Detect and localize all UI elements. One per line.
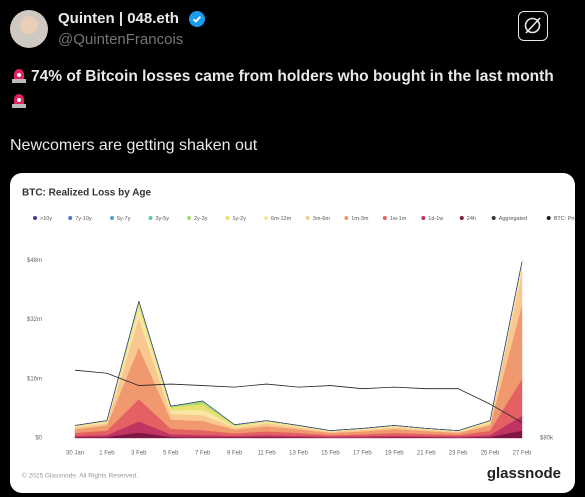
x-tick-label: 5 Feb — [163, 451, 179, 457]
price-line — [74, 369, 523, 423]
legend-label: 3y-5y — [156, 216, 170, 222]
legend-label: 2y-3y — [194, 216, 208, 222]
legend-label: 3m-6m — [313, 216, 331, 222]
x-tick-label: 21 Feb — [417, 451, 436, 457]
legend-swatch — [264, 216, 268, 220]
legend-swatch — [110, 216, 114, 220]
x-tick-label: 1 Feb — [99, 451, 115, 457]
card-background — [10, 173, 575, 493]
author-handle[interactable]: @QuintenFrancois — [58, 31, 184, 48]
legend-swatch — [33, 216, 37, 220]
siren-emoji — [12, 94, 26, 108]
chart-card[interactable]: BTC: Realized Loss by Age © 2025 Glassno… — [10, 173, 575, 493]
brand-logo: glassnode — [487, 465, 561, 482]
x-tick-label: 11 Feb — [257, 451, 276, 457]
grok-button[interactable] — [518, 11, 548, 41]
x-tick-label: 27 Feb — [513, 451, 532, 457]
tweet-subtext: Newcomers are getting shaken out — [10, 137, 258, 154]
y-tick-label: $16m — [27, 376, 42, 382]
legend-label: 24h — [467, 216, 476, 222]
legend-swatch — [148, 216, 153, 220]
siren-emoji — [12, 69, 26, 83]
legend-label: BTC: Price [USD] — [554, 216, 575, 222]
tweet-text: 74% of Bitcoin losses came from holders … — [10, 64, 570, 114]
legend-label: 1y-2y — [233, 216, 247, 222]
legend-swatch — [421, 216, 426, 220]
legend-label: 1m-3m — [351, 216, 369, 222]
legend-swatch — [68, 216, 73, 220]
legend-swatch — [225, 216, 230, 220]
legend-swatch — [546, 216, 551, 220]
x-tick-label: 7 Feb — [195, 451, 211, 457]
avatar[interactable] — [10, 10, 48, 48]
x-tick-label: 30 Jan — [66, 451, 84, 457]
tweet-text-body: 74% of Bitcoin losses came from holders … — [31, 68, 554, 85]
legend-label: 6m-12m — [271, 216, 292, 222]
legend-label: Aggregated — [499, 216, 527, 222]
x-tick-label: 13 Feb — [289, 451, 308, 457]
legend-swatch — [305, 216, 310, 220]
legend-swatch — [459, 216, 464, 220]
y2-tick-label: $80k — [540, 436, 554, 442]
x-tick-label: 9 Feb — [227, 451, 243, 457]
y-tick-label: $32m — [27, 317, 42, 323]
legend-swatch — [491, 216, 496, 220]
legend-label: 5y-7y — [117, 216, 131, 222]
chart-title: BTC: Realized Loss by Age — [22, 188, 152, 199]
author-name[interactable]: Quinten | 048.eth — [58, 10, 179, 27]
legend-label: 1w-1m — [390, 216, 407, 222]
x-tick-label: 25 Feb — [481, 451, 500, 457]
legend-label: 1d-1w — [428, 216, 443, 222]
legend-label: 7y-10y — [75, 216, 92, 222]
y-tick-label: $0 — [35, 436, 42, 442]
grok-icon — [524, 17, 541, 34]
verified-badge — [189, 11, 205, 27]
legend-label: >10y — [40, 216, 52, 222]
card-footer: © 2025 Glassnode. All Rights Reserved. — [22, 472, 138, 480]
legend-swatch — [382, 216, 387, 220]
legend-swatch — [187, 216, 191, 220]
x-tick-label: 17 Feb — [353, 451, 372, 457]
y-tick-label: $48m — [27, 258, 42, 264]
legend-swatch — [344, 216, 349, 220]
aggregate-line — [74, 261, 523, 431]
x-tick-label: 19 Feb — [385, 451, 404, 457]
x-tick-label: 15 Feb — [321, 451, 340, 457]
x-tick-label: 3 Feb — [131, 451, 147, 457]
x-tick-label: 23 Feb — [449, 451, 468, 457]
